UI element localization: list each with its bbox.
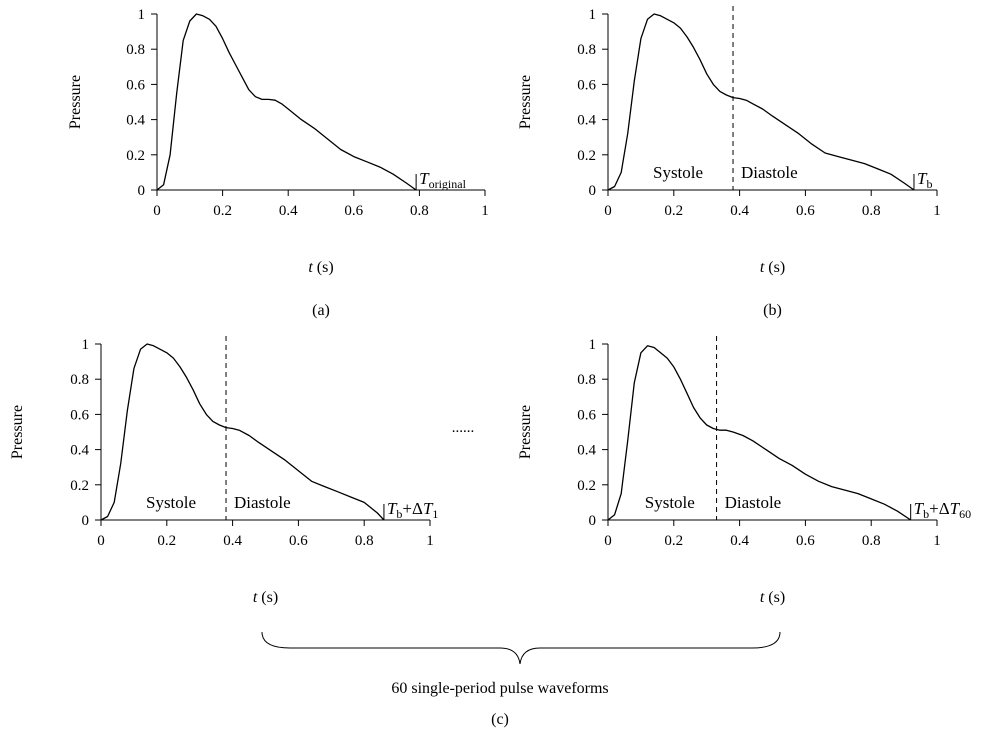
x-tick-label: 0.2 <box>664 203 683 219</box>
panel-a: 0 0.2 0.4 0.6 0.8 1 0 0.2 0.4 0.6 0.8 1 Pressure t (s… <box>67 7 489 319</box>
panel-b: 0 0.2 0.4 0.6 0.8 1 0 0.2 0.4 0.6 0.8 1 Pressure t (s… <box>517 6 941 319</box>
x-axis-title: t (s) <box>253 589 278 606</box>
y-tick-label: 0.2 <box>577 148 596 164</box>
x-tick-label: 0.8 <box>862 203 881 219</box>
y-tick-label: 0 <box>82 513 90 529</box>
x-tick-label: 0.6 <box>796 533 815 549</box>
y-tick-label: 0.6 <box>70 407 89 423</box>
y-tick-label: 0.4 <box>577 443 596 459</box>
x-axis-title: t (s) <box>760 589 785 606</box>
diastole-label: Diastole <box>741 163 798 182</box>
y-tick-label: 1 <box>589 337 597 353</box>
y-tick-label: 1 <box>138 7 146 23</box>
caption-c: (c) <box>491 711 509 728</box>
x-tick-label: 0.8 <box>355 533 374 549</box>
x-tick-label: 0.8 <box>410 203 429 219</box>
panel-c-first: 0 0.2 0.4 0.6 0.8 1 0 0.2 0.4 0.6 0.8 1 Pressure t (s… <box>9 336 438 606</box>
x-tick-label: 1 <box>426 533 434 549</box>
y-tick-label: 0 <box>589 513 597 529</box>
diastole-label: Diastole <box>725 493 782 512</box>
panel-caption: (b) <box>763 302 782 319</box>
x-tick-label: 0 <box>604 533 612 549</box>
x-tick-label: 0.4 <box>223 533 242 549</box>
y-axis-title: Pressure <box>517 405 534 459</box>
x-tick-label: 1 <box>933 203 941 219</box>
y-axis-title: Pressure <box>67 75 84 129</box>
pressure-waveform-line <box>607 13 915 191</box>
y-axis-title: Pressure <box>9 405 26 459</box>
x-tick-label: 0 <box>97 533 105 549</box>
group-brace <box>261 631 781 665</box>
y-tick-label: 1 <box>82 337 90 353</box>
y-tick-label: 0.6 <box>126 77 145 93</box>
ellipsis-mark: ...... <box>452 420 475 436</box>
y-tick-label: 0.4 <box>70 443 89 459</box>
x-tick-label: 1 <box>933 533 941 549</box>
y-tick-label: 0.8 <box>126 42 145 58</box>
y-tick-label: 0 <box>138 183 146 199</box>
y-tick-label: 0.6 <box>577 77 596 93</box>
x-axis-title: t (s) <box>308 259 333 276</box>
x-tick-label: 0.6 <box>344 203 363 219</box>
panel-caption: (a) <box>312 302 330 319</box>
y-tick-label: 0.2 <box>126 148 145 164</box>
x-tick-label: 0.2 <box>157 533 176 549</box>
period-end-label: Tb+ΔT1 <box>387 499 438 521</box>
x-tick-label: 0.4 <box>730 203 749 219</box>
y-tick-label: 0.6 <box>577 407 596 423</box>
x-tick-label: 0.4 <box>730 533 749 549</box>
period-end-label: Tb <box>917 169 932 191</box>
panel-c-sixtieth: 0 0.2 0.4 0.6 0.8 1 0 0.2 0.4 0.6 0.8 1 Pressure t (s… <box>517 336 971 606</box>
x-tick-label: 1 <box>481 203 489 219</box>
y-tick-label: 0.2 <box>70 478 89 494</box>
period-end-label: Toriginal <box>419 169 466 191</box>
period-end-label: Tb+ΔT60 <box>914 499 971 521</box>
diastole-label: Diastole <box>234 493 291 512</box>
brace-label: 60 single-period pulse waveforms <box>391 680 608 697</box>
y-tick-label: 0.8 <box>70 372 89 388</box>
y-tick-label: 0 <box>589 183 597 199</box>
y-axis-title: Pressure <box>517 75 534 129</box>
x-tick-label: 0.4 <box>279 203 298 219</box>
x-tick-label: 0.8 <box>862 533 881 549</box>
systole-label: Systole <box>653 163 703 182</box>
x-tick-label: 0 <box>153 203 161 219</box>
systole-label: Systole <box>645 493 695 512</box>
pressure-waveform-line <box>100 343 385 521</box>
y-tick-label: 0.2 <box>577 478 596 494</box>
x-tick-label: 0.2 <box>213 203 232 219</box>
systole-label: Systole <box>146 493 196 512</box>
y-tick-label: 0.8 <box>577 42 596 58</box>
x-tick-label: 0.6 <box>289 533 308 549</box>
y-tick-label: 0.4 <box>126 113 145 129</box>
y-tick-label: 1 <box>589 7 597 23</box>
x-tick-label: 0.6 <box>796 203 815 219</box>
x-tick-label: 0.2 <box>664 533 683 549</box>
x-tick-label: 0 <box>604 203 612 219</box>
y-tick-label: 0.4 <box>577 113 596 129</box>
x-axis-title: t (s) <box>760 259 785 276</box>
pressure-waveform-line <box>156 13 417 191</box>
y-tick-label: 0.8 <box>577 372 596 388</box>
